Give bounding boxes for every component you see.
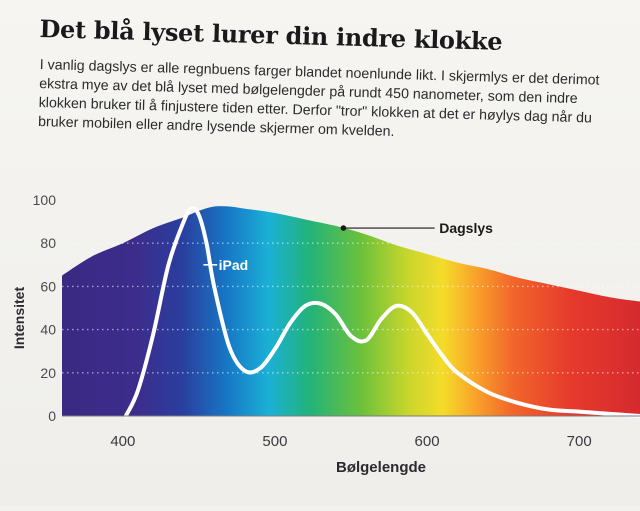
x-tick-label: 400 [110,433,135,450]
series-label-dagslys: Dagslys [439,220,493,236]
y-tick-label: 80 [40,235,56,251]
y-axis-label: Intensitet [11,287,27,350]
x-tick-label: 700 [567,433,592,450]
y-tick-label: 0 [48,408,56,424]
x-axis-label: Bølgelengde [336,459,426,476]
article-ingress: I vanlig dagslys er alle regnbuens farge… [37,56,600,140]
x-tick-label: 500 [262,433,287,450]
spectrum-chart-svg: 0 20 40 60 80 100 400 500 600 700 Bølgelengde Inten… [11,192,640,476]
spectrum-chart: 0 20 40 60 80 100 400 500 600 700 Bølgelengde Inten… [0,180,640,506]
y-tick-label: 40 [40,322,56,338]
y-tick-label: 100 [33,192,57,208]
article-headline: Det blå lyset lurer din indre klokke [39,14,503,56]
series-label-ipad: iPad [219,257,249,273]
series-area-dagslys [62,206,640,416]
series-line-ipad [123,206,640,418]
y-tick-label: 60 [40,278,56,294]
x-tick-label: 600 [415,433,440,450]
y-tick-label: 20 [40,365,56,381]
